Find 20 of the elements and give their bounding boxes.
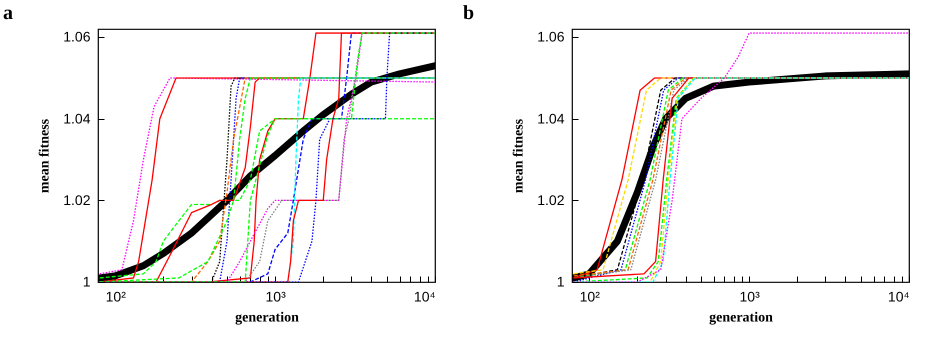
x-tick-label: 10⁴ [414, 288, 436, 304]
y-axis-title: mean fitness [511, 118, 526, 194]
x-tick-label: 10³ [266, 288, 286, 304]
x-tick-label: 10² [106, 288, 126, 304]
y-tick-label: 1.04 [63, 110, 91, 126]
y-tick-label: 1.06 [537, 28, 565, 45]
x-axis-title: generation [235, 310, 300, 326]
x-tick-label: 10² [580, 288, 600, 304]
chart-title: b [463, 2, 474, 24]
y-axis-title: mean fitness [37, 118, 52, 194]
y-tick-label: 1 [82, 274, 91, 290]
x-tick-label: 10³ [740, 288, 760, 304]
y-tick-label: 1.02 [537, 192, 565, 208]
y-tick-label: 1.02 [63, 192, 91, 208]
y-tick-label: 1.04 [537, 110, 565, 126]
x-axis-title: generation [709, 310, 774, 326]
y-tick-label: 1 [556, 274, 565, 290]
x-tick-label: 10⁴ [888, 288, 910, 304]
y-tick-label: 1.06 [63, 28, 91, 45]
chart-title: a [3, 2, 13, 24]
